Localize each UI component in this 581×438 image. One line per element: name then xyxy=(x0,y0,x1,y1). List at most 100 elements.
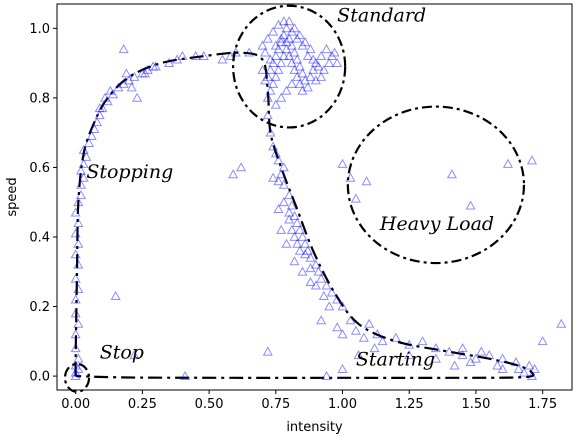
data-point xyxy=(310,280,321,290)
data-point xyxy=(321,43,332,54)
data-point xyxy=(390,332,401,342)
data-point xyxy=(273,64,284,74)
data-point xyxy=(102,96,113,106)
data-point xyxy=(268,141,279,151)
x-tick-label: 0.00 xyxy=(61,397,90,412)
data-point xyxy=(281,43,292,54)
data-point xyxy=(310,57,321,67)
data-point xyxy=(345,315,356,325)
data-point xyxy=(198,50,209,61)
data-point xyxy=(260,75,271,85)
data-point xyxy=(294,30,305,40)
annotation-heavy-load: Heavy Load xyxy=(379,213,494,235)
data-point xyxy=(281,238,292,248)
data-point xyxy=(273,203,284,214)
data-point xyxy=(300,249,311,259)
data-point xyxy=(292,71,303,81)
data-point xyxy=(529,363,540,373)
data-point xyxy=(97,103,108,113)
data-point xyxy=(73,238,84,248)
data-point xyxy=(372,329,383,339)
data-point xyxy=(284,50,295,61)
data-point xyxy=(142,64,153,74)
data-point xyxy=(236,162,247,172)
data-point xyxy=(75,165,87,175)
data-point xyxy=(118,78,129,88)
data-point xyxy=(262,33,273,43)
data-point xyxy=(70,367,81,377)
data-point xyxy=(81,151,92,161)
data-point xyxy=(316,71,327,81)
data-point xyxy=(324,57,335,67)
data-point xyxy=(270,99,281,109)
data-point xyxy=(302,82,313,92)
data-point xyxy=(484,349,495,360)
x-tick-label: 1.50 xyxy=(461,397,490,412)
data-point xyxy=(404,349,415,360)
data-point xyxy=(278,50,289,61)
data-point xyxy=(513,363,524,373)
data-point xyxy=(73,196,84,207)
data-point xyxy=(430,353,441,363)
data-point xyxy=(476,346,487,356)
data-point xyxy=(300,238,311,248)
data-point xyxy=(70,294,81,304)
data-point xyxy=(75,179,87,189)
data-point xyxy=(377,336,388,346)
data-point xyxy=(308,54,319,64)
data-point xyxy=(129,349,140,360)
data-point xyxy=(524,360,535,370)
data-point xyxy=(73,259,84,269)
x-axis-label: intensity xyxy=(286,420,343,435)
data-point xyxy=(465,356,476,367)
data-point xyxy=(217,54,228,64)
data-point xyxy=(137,68,148,78)
data-point xyxy=(292,238,303,248)
data-point xyxy=(260,47,271,57)
data-point xyxy=(316,315,327,325)
data-point xyxy=(284,190,295,200)
annotation-stopping: Stopping xyxy=(86,161,173,183)
data-point xyxy=(276,57,287,67)
data-point xyxy=(281,37,292,47)
data-point xyxy=(497,353,508,363)
data-point xyxy=(172,54,183,64)
annotation-starting: Starting xyxy=(356,349,435,371)
data-point xyxy=(70,273,81,283)
data-point xyxy=(305,43,316,54)
data-point xyxy=(150,61,161,71)
data-point xyxy=(265,85,276,95)
annotation-standard: Standard xyxy=(337,4,426,26)
data-point xyxy=(118,43,129,54)
data-point xyxy=(91,117,103,127)
data-point xyxy=(270,71,281,81)
data-point xyxy=(273,19,284,29)
data-point xyxy=(268,26,279,36)
data-point xyxy=(228,169,239,179)
data-point xyxy=(73,283,84,294)
data-point xyxy=(276,224,287,234)
data-point xyxy=(305,71,316,81)
trajectory-curve xyxy=(74,51,535,379)
data-point xyxy=(276,33,287,43)
data-point xyxy=(190,50,201,61)
data-point xyxy=(526,370,538,380)
data-point xyxy=(286,78,297,88)
data-point xyxy=(177,50,188,61)
data-point xyxy=(492,360,503,370)
data-point xyxy=(308,64,319,74)
data-point xyxy=(286,224,297,234)
data-point xyxy=(89,123,100,134)
data-point xyxy=(99,92,111,102)
data-point xyxy=(105,85,116,95)
data-point xyxy=(337,329,348,339)
data-point xyxy=(278,30,289,40)
data-point xyxy=(265,54,276,64)
y-tick-label: 0.2 xyxy=(29,300,50,315)
data-point xyxy=(294,224,305,234)
region-ellipse-stop xyxy=(63,362,91,393)
data-point xyxy=(70,343,81,353)
data-point xyxy=(326,50,337,61)
data-point xyxy=(404,339,415,349)
data-point xyxy=(332,57,343,67)
